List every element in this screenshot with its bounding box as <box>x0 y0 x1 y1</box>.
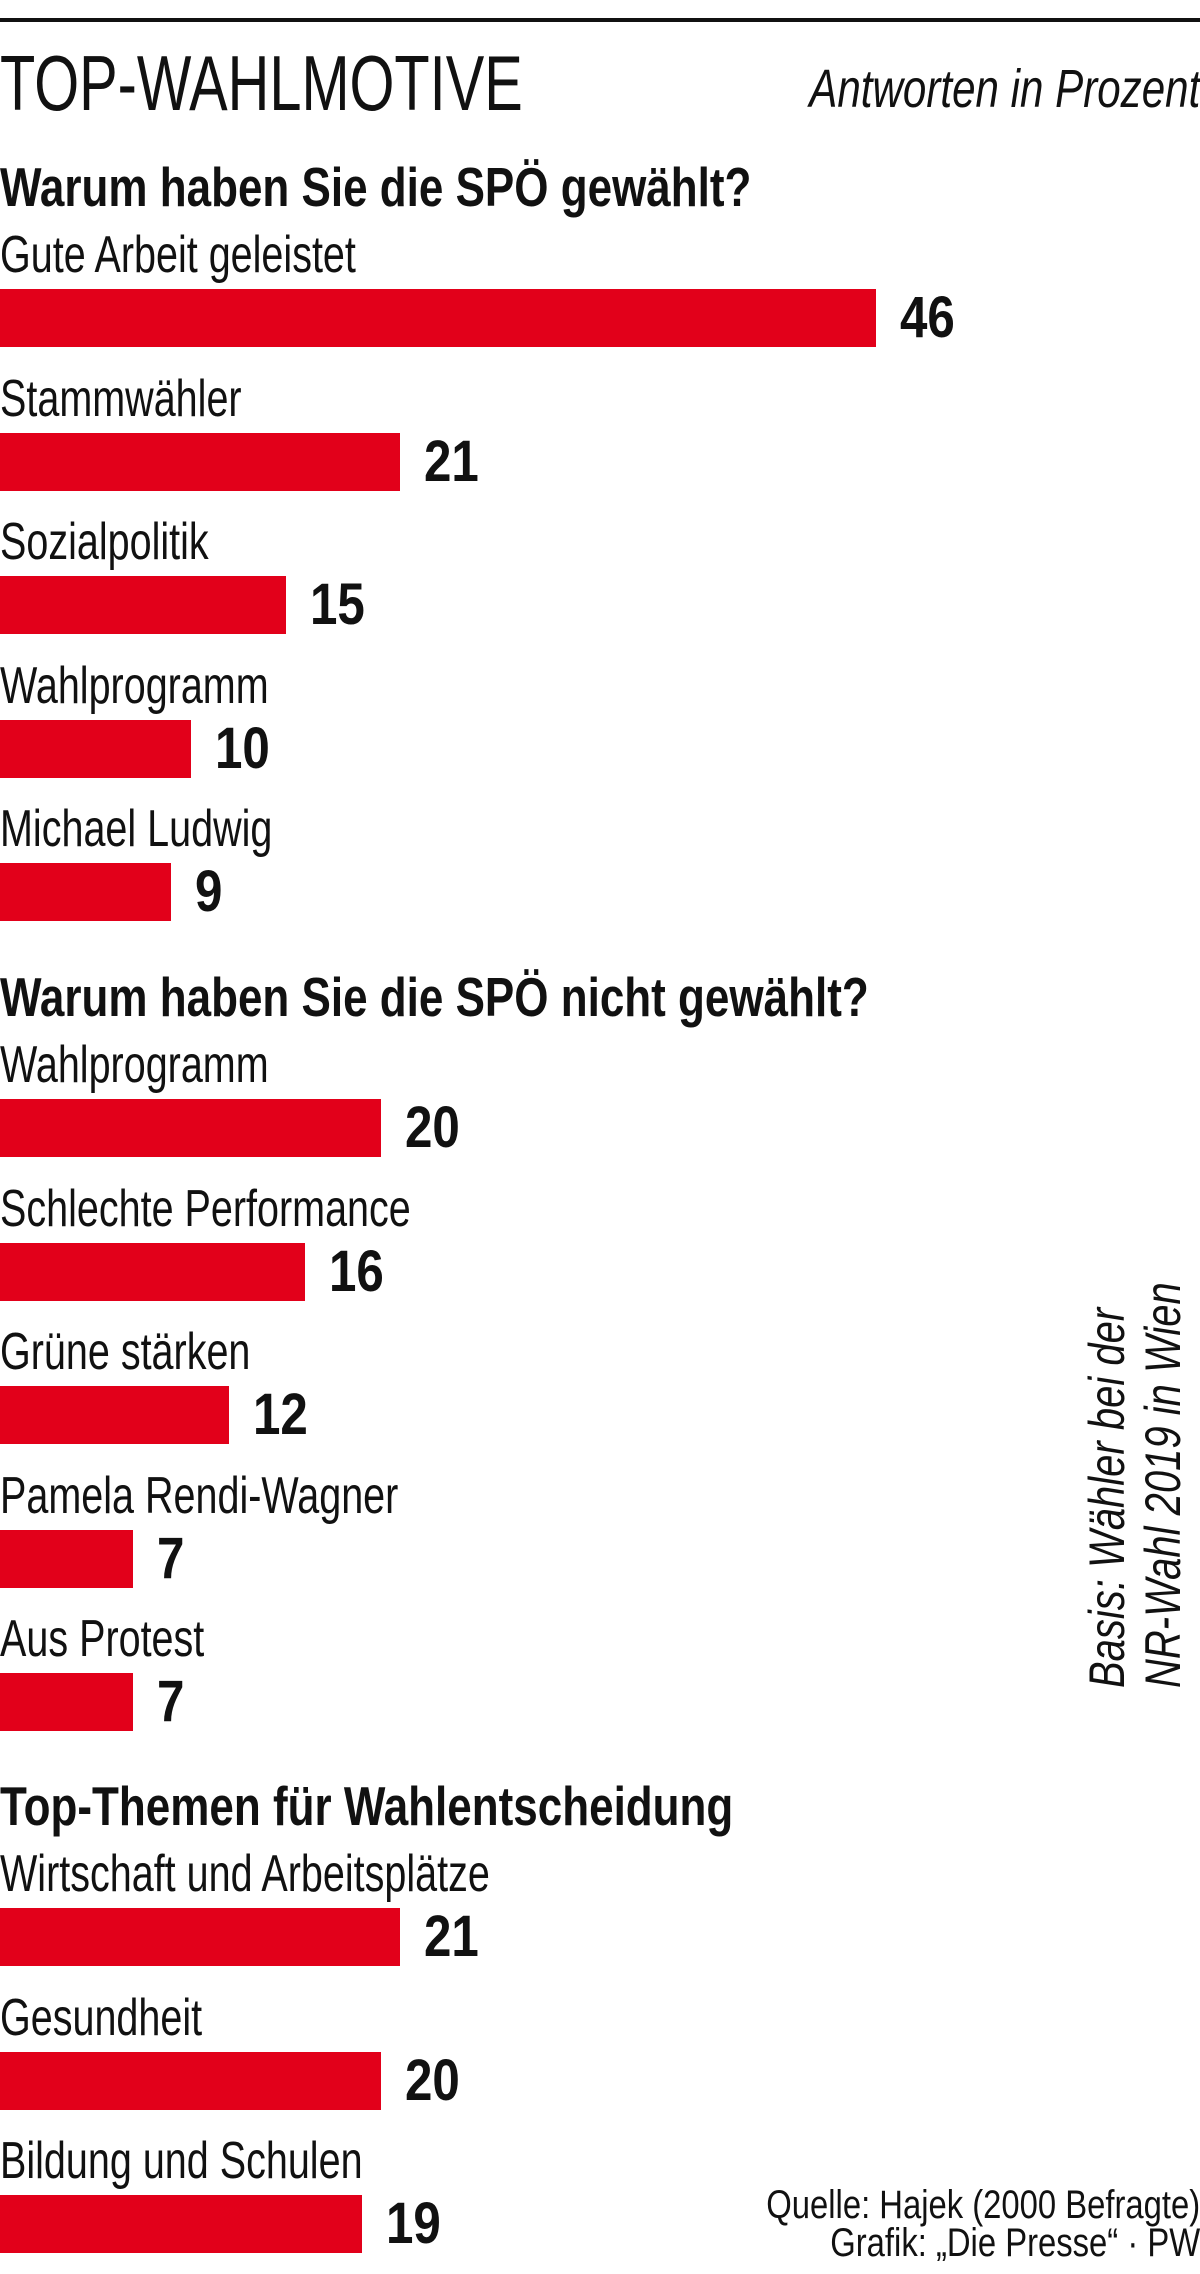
value-label: 21 <box>424 1904 479 1969</box>
bar <box>0 1908 401 1966</box>
value-label: 7 <box>157 1525 185 1591</box>
category-label: Aus Protest <box>0 1610 205 1669</box>
category-label: Wirtschaft und Arbeitsplätze <box>0 1845 490 1903</box>
bar <box>0 1242 305 1301</box>
unit-note: Antworten in Prozent <box>809 59 1200 119</box>
category-label: Gesundheit <box>0 1988 203 2047</box>
source-line: Grafik: „Die Presse“ · PW <box>830 2221 1200 2265</box>
bar-row: Sozialpolitik 15 <box>0 511 1050 655</box>
bar-row: Wahlprogramm 20 <box>0 1034 1050 1178</box>
bar <box>0 1386 229 1445</box>
bar-row: Pamela Rendi-Wagner 7 <box>0 1465 1050 1609</box>
basis-line: NR-Wahl 2019 in Wien <box>1135 1282 1191 1688</box>
bar-row: Michael Ludwig 9 <box>0 798 1050 942</box>
bar-row: Grüne stärken 12 <box>0 1321 1050 1465</box>
bar-row: Gesundheit 20 <box>0 1987 1050 2131</box>
section-heading: Warum haben Sie die SPÖ gewählt? <box>0 156 752 218</box>
value-label: 19 <box>385 2191 441 2257</box>
section-not-voted: Warum haben Sie die SPÖ nicht gewählt? W… <box>0 962 1050 1752</box>
value-label: 12 <box>252 1382 308 1448</box>
top-rule <box>0 18 1200 22</box>
value-label: 16 <box>328 1238 384 1304</box>
bar <box>0 2051 381 2110</box>
value-label: 15 <box>309 572 365 638</box>
value-label: 20 <box>405 2047 460 2113</box>
bar <box>0 863 172 922</box>
source-note: Quelle: Hajek (2000 Befragte) Grafik: „D… <box>671 2183 1200 2265</box>
section-top-themes: Top-Themen für Wahlentscheidung Wirtscha… <box>0 1771 1050 2274</box>
bar <box>0 1099 381 1157</box>
chart-title: TOP-WAHLMOTIVE <box>0 39 523 127</box>
section-heading: Warum haben Sie die SPÖ nicht gewählt? <box>0 966 869 1028</box>
bar <box>0 1529 134 1588</box>
bar-row: Aus Protest 7 <box>0 1608 1050 1752</box>
bar <box>0 2195 362 2254</box>
category-label: Bildung und Schulen <box>0 2132 363 2191</box>
value-label: 46 <box>900 285 956 350</box>
category-label: Wahlprogramm <box>0 1036 269 1094</box>
bar <box>0 719 191 778</box>
bar-row: Wirtschaft und Arbeitsplätze 21 <box>0 1843 1050 1987</box>
category-label: Grüne stärken <box>0 1323 251 1382</box>
bar <box>0 289 877 347</box>
value-label: 7 <box>157 1669 185 1735</box>
value-label: 21 <box>424 428 479 494</box>
category-label: Sozialpolitik <box>0 513 209 572</box>
value-label: 10 <box>214 715 270 781</box>
basis-note: Basis: Wähler bei der NR-Wahl 2019 in Wi… <box>1079 1168 1191 1688</box>
bar-row: Stammwähler 21 <box>0 368 1050 512</box>
section-voted: Warum haben Sie die SPÖ gewählt? Gute Ar… <box>0 152 1050 942</box>
section-heading: Top-Themen für Wahlentscheidung <box>0 1775 734 1837</box>
value-label: 20 <box>405 1095 460 1160</box>
category-label: Stammwähler <box>0 369 242 428</box>
source-line: Quelle: Hajek (2000 Befragte) <box>766 2183 1200 2227</box>
bar-row: Schlechte Performance 16 <box>0 1178 1050 1322</box>
bar <box>0 432 401 491</box>
bar <box>0 576 286 635</box>
category-label: Pamela Rendi-Wagner <box>0 1466 399 1525</box>
category-label: Schlechte Performance <box>0 1179 411 1238</box>
bar-row: Wahlprogramm 10 <box>0 655 1050 799</box>
basis-line: Basis: Wähler bei der <box>1079 1307 1135 1688</box>
value-label: 9 <box>195 859 223 925</box>
bar <box>0 1673 134 1732</box>
category-label: Gute Arbeit geleistet <box>0 226 356 284</box>
category-label: Michael Ludwig <box>0 800 273 859</box>
bar-row: Gute Arbeit geleistet 46 <box>0 224 1050 368</box>
category-label: Wahlprogramm <box>0 656 269 715</box>
bar-row: Bildung und Schulen 19 <box>0 2130 1050 2274</box>
